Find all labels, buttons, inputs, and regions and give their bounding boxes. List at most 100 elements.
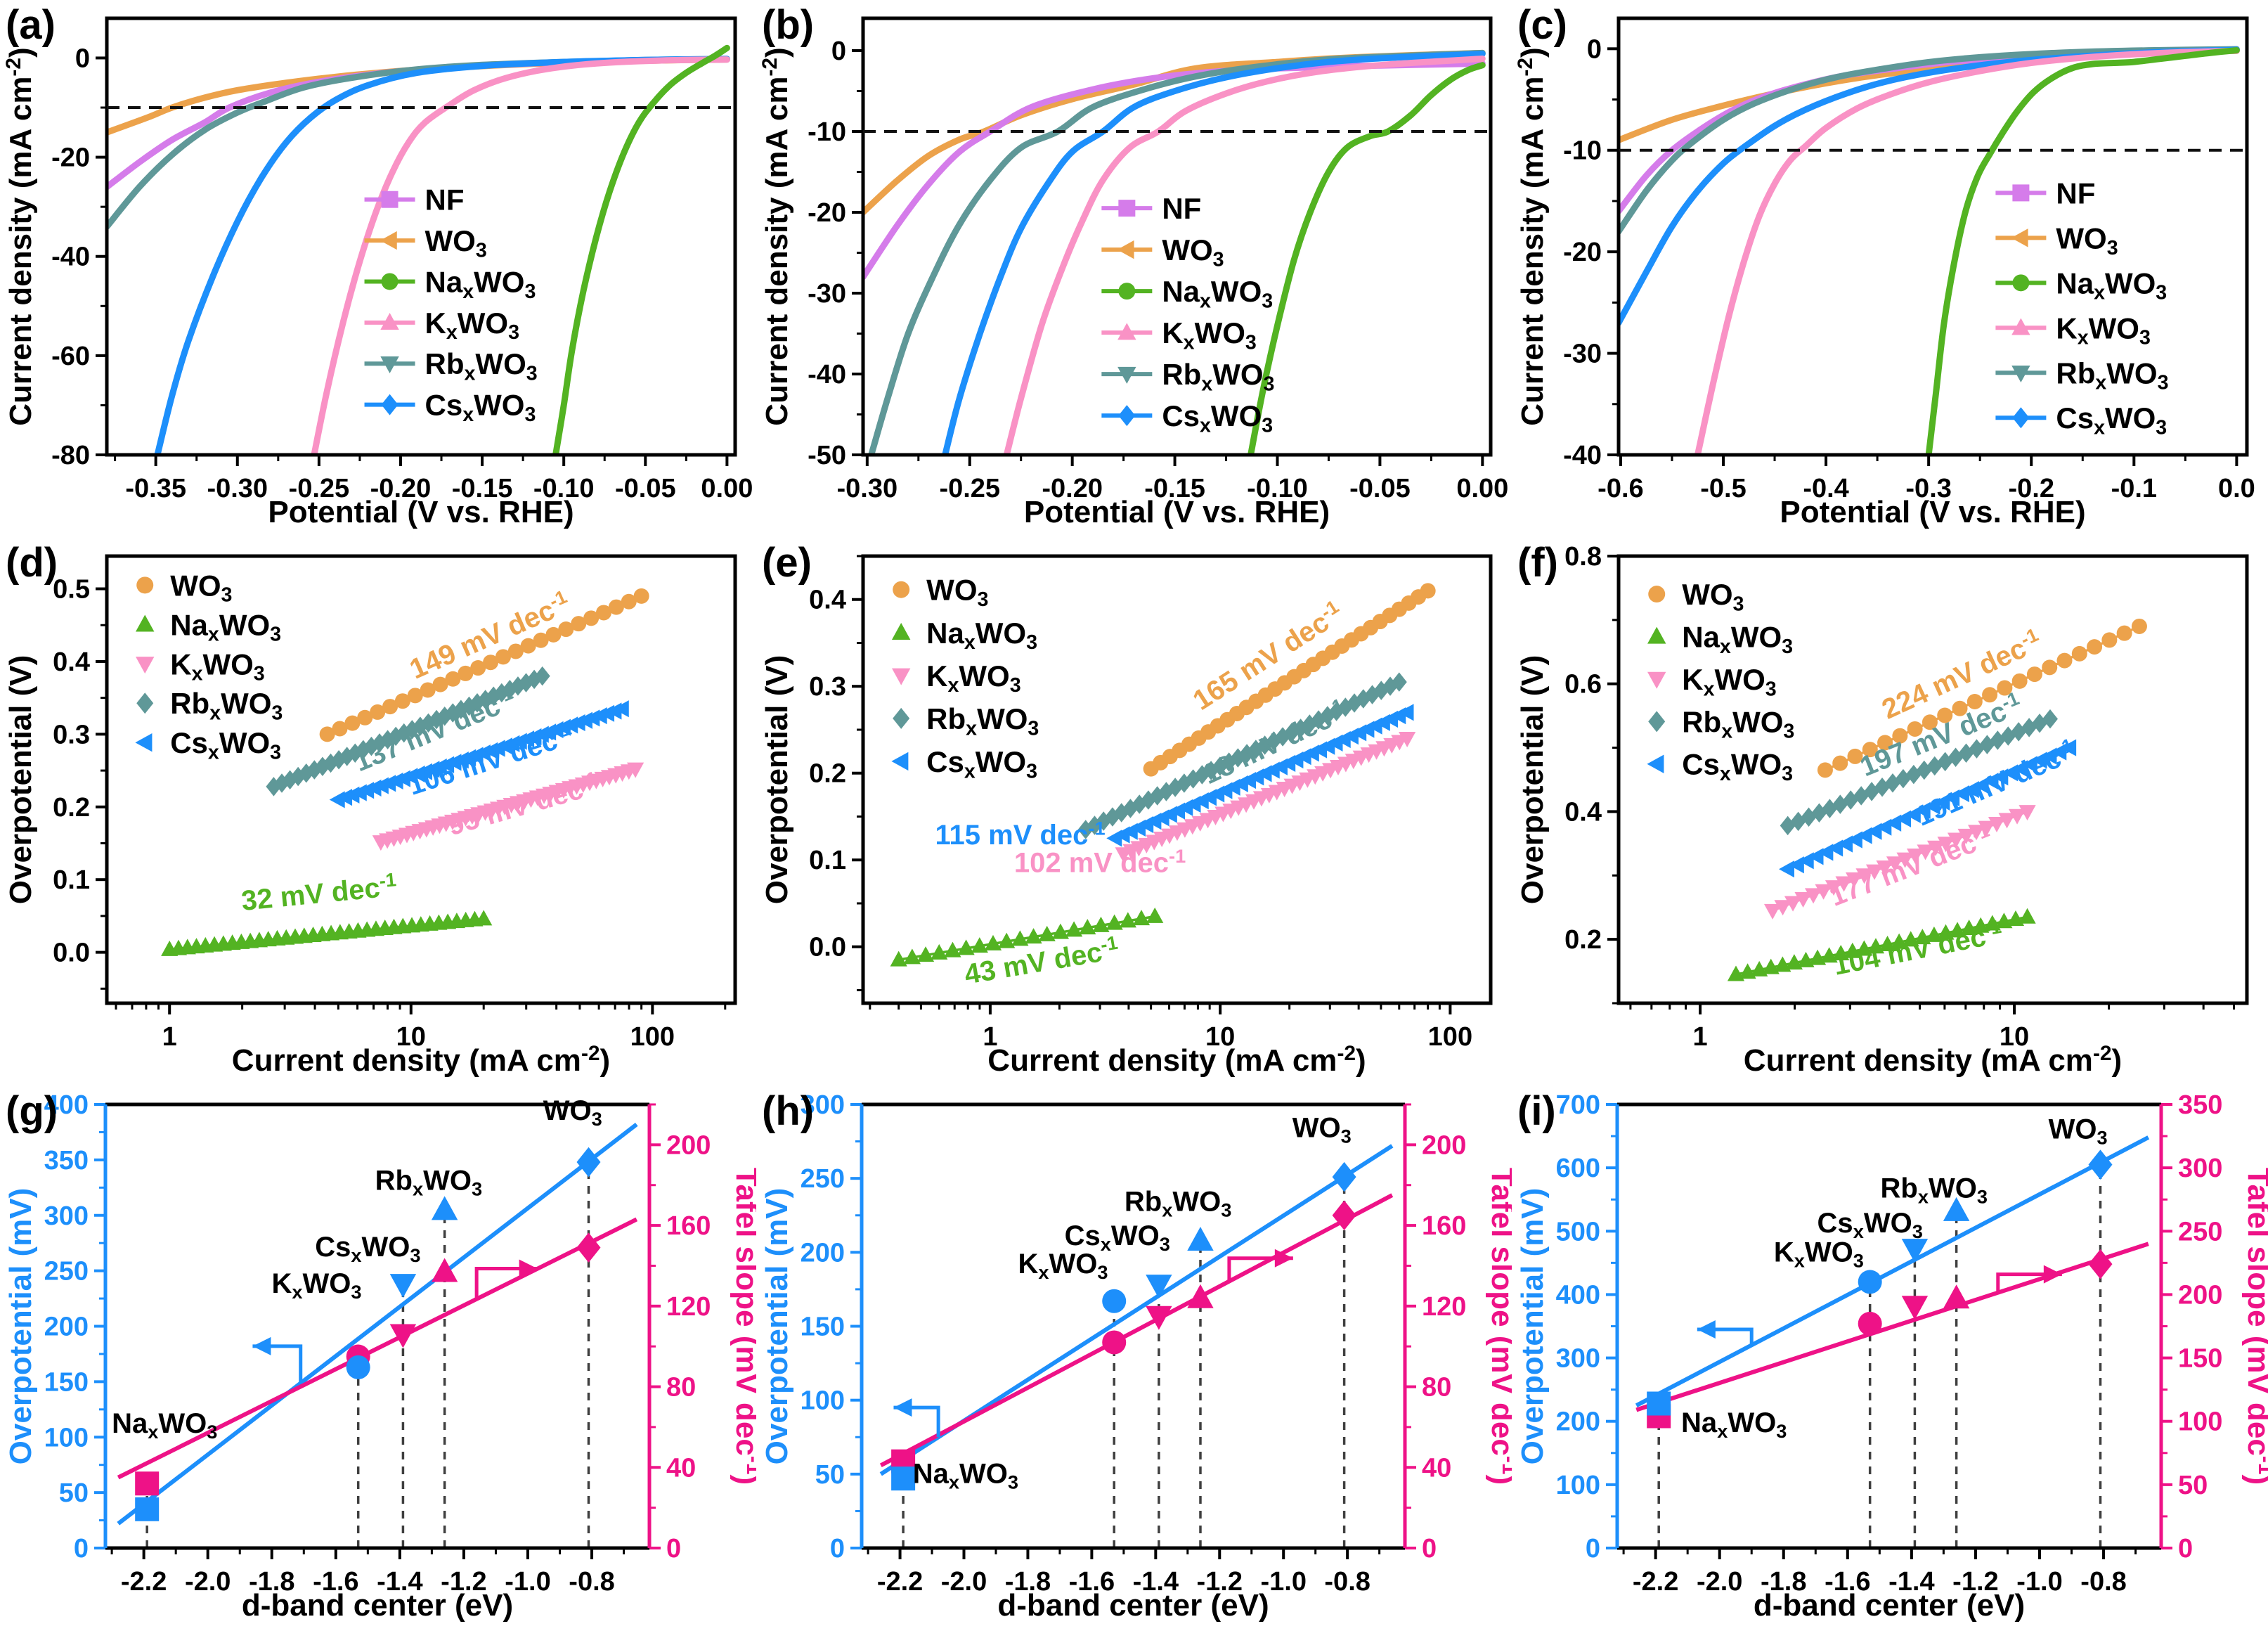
svg-text:-60: -60 bbox=[51, 342, 90, 371]
svg-text:Overpotential (mV): Overpotential (mV) bbox=[1515, 1188, 1550, 1465]
svg-text:200: 200 bbox=[1556, 1407, 1600, 1437]
svg-text:-20: -20 bbox=[808, 198, 846, 228]
svg-text:CsxWO3: CsxWO3 bbox=[2056, 401, 2167, 439]
svg-text:-0.30: -0.30 bbox=[837, 474, 898, 503]
svg-text:-0.2: -0.2 bbox=[2008, 474, 2054, 503]
svg-text:104 mV dec-1: 104 mV dec-1 bbox=[1830, 915, 2005, 981]
panel-b-chart: -0.30 -0.25 -0.20 -0.15 -0.10 -0.05 0.00 Potent… bbox=[758, 16, 1508, 529]
svg-text:NaxWO3: NaxWO3 bbox=[1162, 275, 1273, 312]
svg-text:-0.10: -0.10 bbox=[533, 474, 595, 503]
panel-d-chart: 1 10 100 Current density (mA cm-2) 0.0 0.1 0.2… bbox=[4, 554, 737, 1078]
svg-text:RbxWO3: RbxWO3 bbox=[170, 687, 283, 724]
svg-text:-1.4: -1.4 bbox=[377, 1567, 422, 1597]
svg-text:NF: NF bbox=[2056, 176, 2095, 209]
svg-text:1: 1 bbox=[162, 1022, 177, 1052]
svg-text:RbxWO3: RbxWO3 bbox=[1162, 358, 1274, 395]
svg-text:300: 300 bbox=[1556, 1344, 1600, 1374]
svg-text:100: 100 bbox=[801, 1386, 845, 1416]
svg-text:0.00: 0.00 bbox=[1456, 474, 1508, 503]
svg-text:100: 100 bbox=[44, 1423, 89, 1452]
svg-text:115 mV dec-1: 115 mV dec-1 bbox=[935, 817, 1105, 851]
panel-letter-a: (a) bbox=[6, 2, 56, 48]
svg-text:d-band center (eV): d-band center (eV) bbox=[1754, 1588, 2025, 1623]
panel-h-chart: -2.2 -2.0 -1.8 -1.6 -1.4 -1.2 -1.0 -0.8 d-band c… bbox=[760, 1090, 1512, 1623]
svg-text:Overpotential (V): Overpotential (V) bbox=[1515, 655, 1550, 905]
svg-text:80: 80 bbox=[1422, 1373, 1451, 1403]
svg-text:150: 150 bbox=[801, 1313, 845, 1342]
svg-text:KxWO3: KxWO3 bbox=[2056, 311, 2150, 349]
svg-text:200: 200 bbox=[666, 1130, 711, 1160]
svg-text:-1.6: -1.6 bbox=[313, 1567, 358, 1597]
svg-text:0: 0 bbox=[831, 37, 846, 66]
svg-text:-2.0: -2.0 bbox=[941, 1567, 987, 1597]
svg-text:RbxWO3: RbxWO3 bbox=[425, 347, 538, 385]
panel-letter-h: (h) bbox=[762, 1088, 815, 1134]
svg-text:NF: NF bbox=[425, 183, 465, 217]
svg-text:WO3: WO3 bbox=[926, 574, 988, 611]
svg-text:0.4: 0.4 bbox=[1564, 797, 1602, 827]
svg-text:-80: -80 bbox=[51, 441, 90, 470]
svg-text:150: 150 bbox=[44, 1367, 89, 1397]
svg-text:50: 50 bbox=[2178, 1471, 2208, 1500]
svg-text:-1.6: -1.6 bbox=[1069, 1567, 1115, 1597]
svg-text:1: 1 bbox=[983, 1022, 997, 1052]
svg-text:WO3: WO3 bbox=[1162, 233, 1224, 271]
svg-text:CsxWO3: CsxWO3 bbox=[170, 726, 281, 763]
svg-text:KxWO3: KxWO3 bbox=[1774, 1237, 1864, 1272]
svg-text:Current density (mA cm-2): Current density (mA cm-2) bbox=[987, 1042, 1366, 1078]
svg-text:CsxWO3: CsxWO3 bbox=[1162, 399, 1273, 437]
svg-text:CsxWO3: CsxWO3 bbox=[1065, 1220, 1170, 1255]
svg-text:0: 0 bbox=[830, 1534, 845, 1564]
svg-text:300: 300 bbox=[2178, 1154, 2222, 1183]
svg-text:-0.25: -0.25 bbox=[289, 474, 350, 503]
svg-text:d-band center (eV): d-band center (eV) bbox=[242, 1588, 513, 1623]
svg-text:0: 0 bbox=[2178, 1534, 2193, 1564]
svg-text:Tafel slope (mV dec-1): Tafel slope (mV dec-1) bbox=[730, 1168, 756, 1485]
svg-text:350: 350 bbox=[2178, 1090, 2222, 1120]
svg-text:Current density (mA cm-2): Current density (mA cm-2) bbox=[1744, 1042, 2122, 1078]
svg-text:Potential (V vs. RHE): Potential (V vs. RHE) bbox=[1780, 495, 2085, 529]
panel-b: (b) -0.30 -0.25 -0.20 -0.15 -0.10 -0.05 0.00 Po… bbox=[756, 0, 1512, 538]
svg-text:-1.8: -1.8 bbox=[1005, 1567, 1051, 1597]
panel-letter-e: (e) bbox=[762, 540, 812, 586]
svg-text:KxWO3: KxWO3 bbox=[1018, 1249, 1108, 1283]
svg-text:KxWO3: KxWO3 bbox=[926, 659, 1020, 697]
panel-i: (i) -2.2 -2.0 -1.8 -1.6 -1.4 -1.2 -1.0 -0.8 d-ba… bbox=[1512, 1086, 2268, 1631]
svg-text:CsxWO3: CsxWO3 bbox=[1817, 1208, 1923, 1242]
svg-text:CsxWO3: CsxWO3 bbox=[926, 745, 1037, 782]
svg-text:160: 160 bbox=[1422, 1211, 1466, 1241]
svg-text:-1.4: -1.4 bbox=[1888, 1567, 1934, 1597]
svg-text:200: 200 bbox=[2178, 1280, 2222, 1310]
svg-text:-30: -30 bbox=[808, 279, 846, 309]
svg-text:-40: -40 bbox=[808, 360, 846, 389]
svg-text:-1.8: -1.8 bbox=[1761, 1567, 1806, 1597]
svg-text:-2.0: -2.0 bbox=[185, 1567, 231, 1597]
svg-text:RbxWO3: RbxWO3 bbox=[926, 702, 1039, 740]
svg-text:100: 100 bbox=[1556, 1471, 1600, 1500]
svg-text:-0.8: -0.8 bbox=[2080, 1567, 2126, 1597]
svg-text:-0.8: -0.8 bbox=[1324, 1567, 1370, 1597]
svg-text:RbxWO3: RbxWO3 bbox=[1881, 1173, 1988, 1208]
svg-text:600: 600 bbox=[1556, 1154, 1600, 1183]
svg-text:-1.2: -1.2 bbox=[1197, 1567, 1243, 1597]
svg-text:-0.5: -0.5 bbox=[1700, 474, 1746, 503]
svg-text:CsxWO3: CsxWO3 bbox=[1682, 748, 1793, 785]
svg-text:NaxWO3: NaxWO3 bbox=[1682, 620, 1793, 657]
panel-e-chart: 1 10 100 Current density (mA cm-2) 0.0 0.1 0.2… bbox=[760, 554, 1493, 1078]
panel-letter-c: (c) bbox=[1517, 2, 1567, 48]
svg-text:350: 350 bbox=[44, 1146, 89, 1175]
svg-text:10: 10 bbox=[2000, 1022, 2029, 1052]
svg-text:102 mV dec-1: 102 mV dec-1 bbox=[1014, 845, 1186, 879]
panel-letter-i: (i) bbox=[1517, 1088, 1556, 1134]
panel-c-chart: -0.6 -0.5 -0.4 -0.3 -0.2 -0.1 0.0 Potential (V … bbox=[1514, 16, 2255, 529]
svg-text:0: 0 bbox=[1422, 1534, 1437, 1564]
svg-text:0: 0 bbox=[75, 44, 90, 73]
svg-text:KxWO3: KxWO3 bbox=[271, 1268, 361, 1303]
panel-letter-d: (d) bbox=[6, 540, 58, 586]
svg-text:10: 10 bbox=[396, 1022, 426, 1052]
svg-text:Tafel slope (mV dec-1): Tafel slope (mV dec-1) bbox=[2241, 1168, 2268, 1485]
svg-text:WO3: WO3 bbox=[2056, 221, 2118, 259]
svg-text:WO3: WO3 bbox=[1682, 578, 1744, 615]
